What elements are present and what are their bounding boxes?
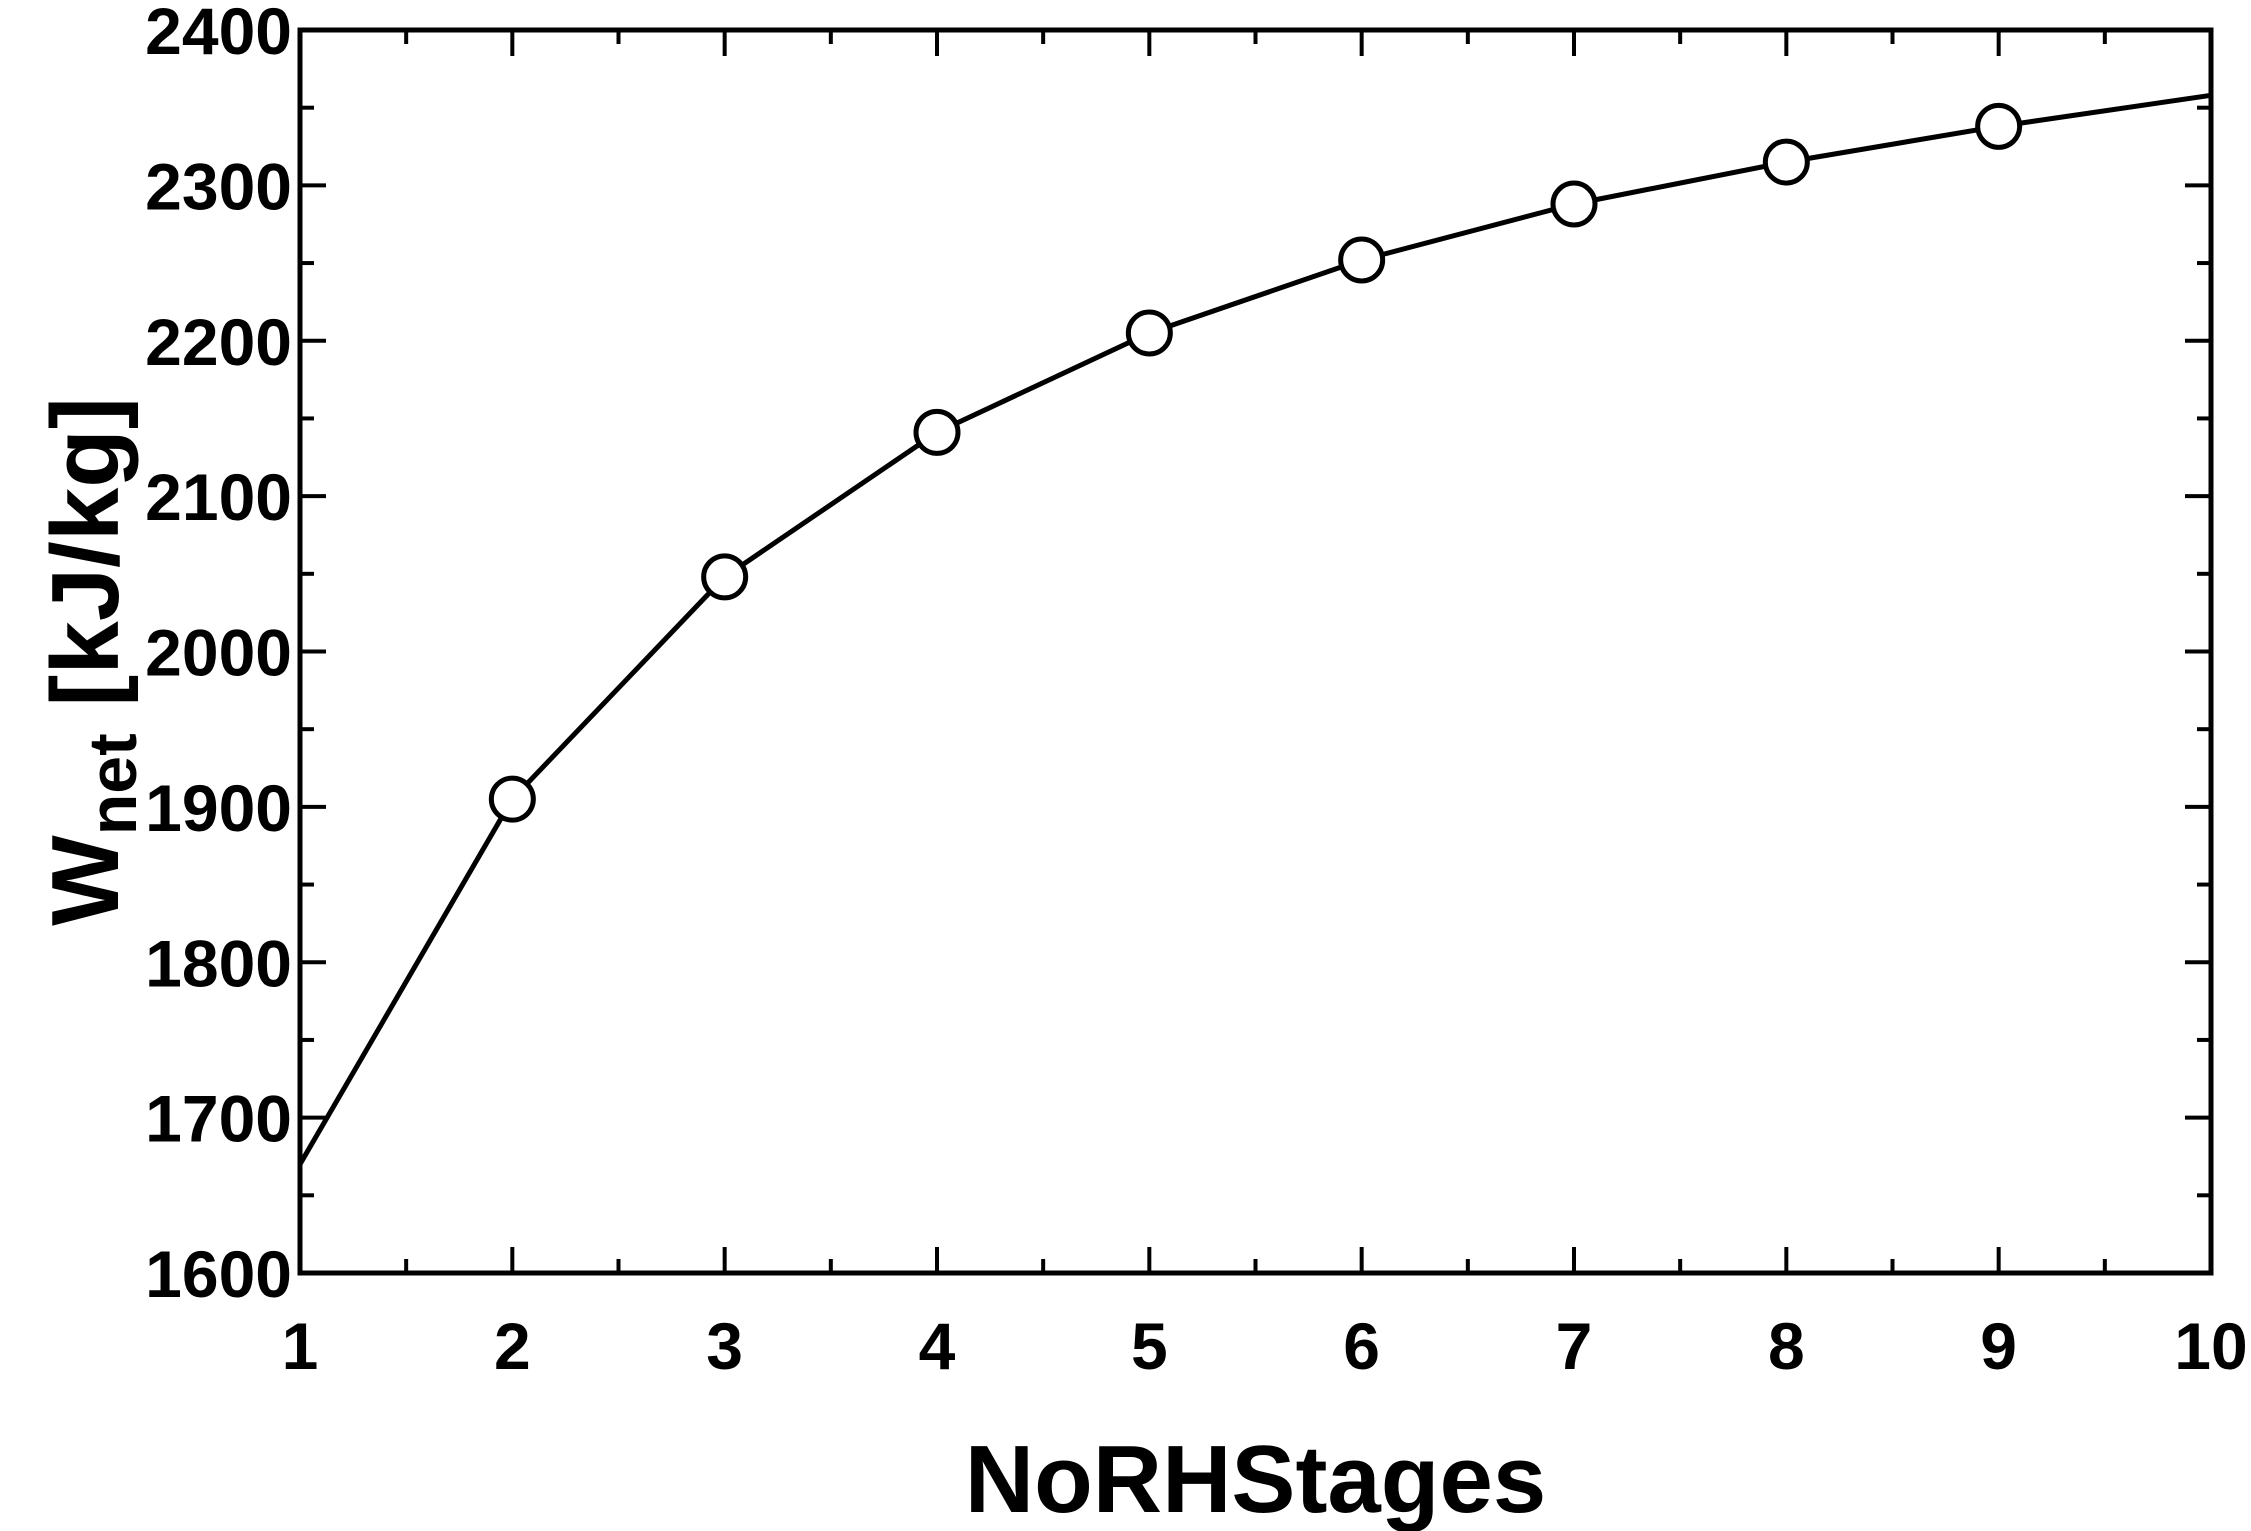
data-point-marker: [1550, 180, 1598, 228]
x-tick-label: 3: [706, 1309, 743, 1383]
data-point-marker: [1338, 236, 1386, 284]
plot-frame: [297, 27, 2214, 1276]
x-tick-label: 8: [1768, 1309, 1805, 1383]
y-tick-label: 2400: [145, 0, 292, 68]
y-axis-title-main: W: [32, 835, 139, 926]
y-tick-label: 1600: [145, 1237, 292, 1311]
x-tick-label: 9: [1980, 1309, 2017, 1383]
y-axis-title-unit: [kJ/kg]: [32, 397, 139, 733]
data-point-marker: [1762, 138, 1810, 186]
series-layer: [297, 92, 2212, 1166]
y-tick-label: 2300: [145, 149, 292, 223]
data-point-marker: [1125, 309, 1173, 357]
y-tick-label: 1700: [145, 1082, 292, 1156]
data-point-marker: [1975, 102, 2023, 150]
data-point-marker: [488, 775, 536, 823]
y-tick-label: 1800: [145, 926, 292, 1000]
x-tick-label: 7: [1556, 1309, 1593, 1383]
y-tick-labels: 1600 1700 1800 1900 2000 2100 2200 2300 2400: [145, 0, 292, 1311]
x-axis-title: NoRHStages: [965, 1426, 1546, 1531]
x-tick-label: 6: [1343, 1309, 1380, 1383]
y-axis-title-subscript: net: [75, 733, 151, 835]
data-point-marker: [913, 408, 961, 456]
y-tick-label: 2200: [145, 305, 292, 379]
x-tick-label: 10: [2174, 1309, 2247, 1383]
y-tick-label: 1900: [145, 771, 292, 845]
x-tick-label: 5: [1131, 1309, 1168, 1383]
y-tick-label: 2000: [145, 616, 292, 690]
x-tick-label: 1: [282, 1309, 319, 1383]
x-tick-labels: 1 2 3 4 5 6 7 8 9 10: [282, 1309, 2248, 1383]
data-point-marker: [701, 553, 749, 601]
x-tick-label: 2: [494, 1309, 531, 1383]
series-line: [297, 92, 2212, 1166]
y-tick-label: 2100: [145, 460, 292, 534]
x-tick-label: 4: [919, 1309, 956, 1383]
y-axis-title: Wnet [kJ/kg]: [32, 397, 151, 926]
